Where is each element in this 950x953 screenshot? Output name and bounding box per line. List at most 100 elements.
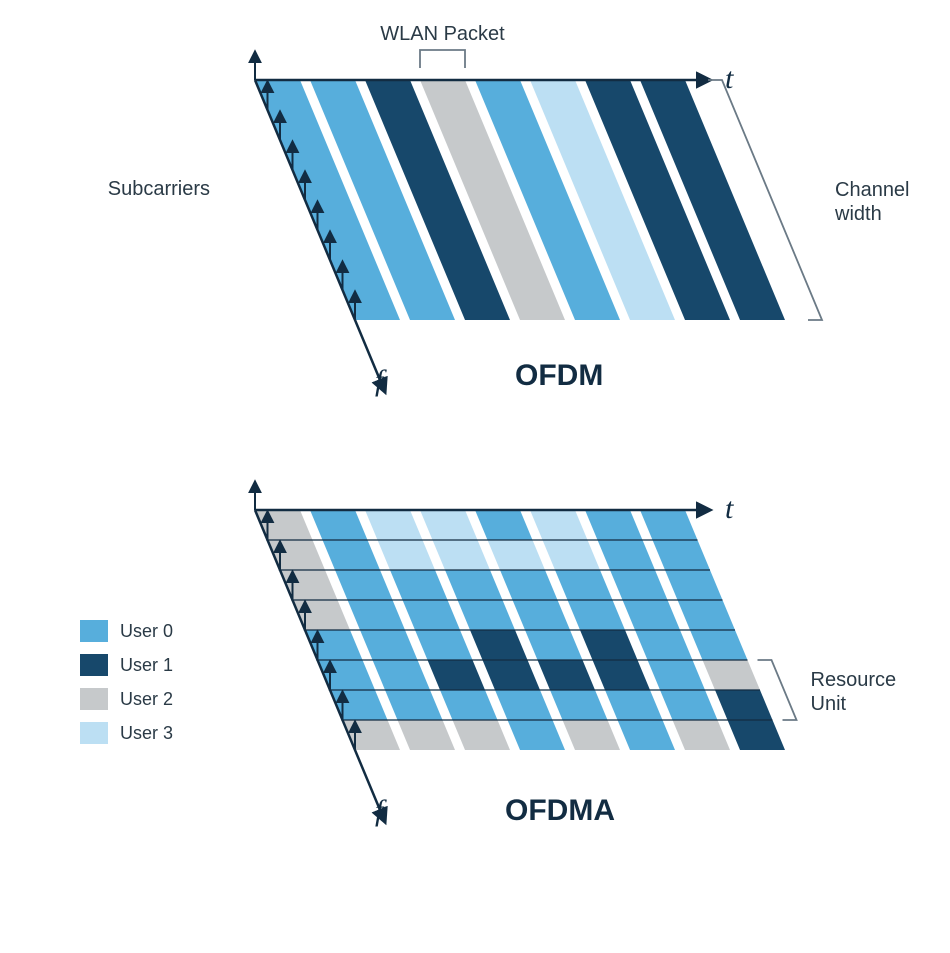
ofdma-cell bbox=[483, 660, 541, 690]
ofdma-cell bbox=[500, 570, 558, 600]
ofdma-cell bbox=[665, 570, 723, 600]
legend-label: User 2 bbox=[120, 689, 173, 709]
ofdm-cell bbox=[580, 200, 638, 230]
ofdm-cell bbox=[530, 80, 588, 110]
ofdm-cell bbox=[470, 200, 528, 230]
ofdma-cell bbox=[403, 600, 461, 630]
legend-swatch bbox=[80, 620, 108, 642]
ofdma-cell bbox=[433, 540, 491, 570]
resource-unit-label-2: Unit bbox=[811, 693, 847, 715]
ofdm-cell bbox=[255, 80, 313, 110]
ofdm-cell bbox=[483, 230, 541, 260]
ofdma-cell bbox=[580, 630, 638, 660]
ofdm-cell bbox=[538, 230, 596, 260]
ofdm-cell bbox=[543, 110, 601, 140]
ofdm-cell bbox=[665, 140, 723, 170]
ofdm-cell bbox=[318, 230, 376, 260]
ofdm-cell bbox=[433, 110, 491, 140]
ofdm-cell bbox=[390, 140, 448, 170]
ofdm-cell bbox=[555, 140, 613, 170]
ofdm-cell bbox=[445, 140, 503, 170]
ofdm-cell bbox=[618, 290, 676, 320]
ofdma-cell bbox=[690, 630, 748, 660]
ofdma-cell bbox=[525, 630, 583, 660]
ofdma-cell bbox=[415, 630, 473, 660]
ofdm-cell bbox=[598, 110, 656, 140]
ofdm-cell bbox=[458, 170, 516, 200]
ofdma-cell bbox=[488, 540, 546, 570]
ofdm-cell bbox=[508, 290, 566, 320]
ofdm-cell bbox=[403, 170, 461, 200]
ofdm-cell bbox=[323, 110, 381, 140]
ofdm-cell bbox=[495, 260, 553, 290]
ofdma-cell bbox=[293, 600, 351, 630]
ofdma-cell bbox=[428, 660, 486, 690]
ofdma-cell bbox=[593, 660, 651, 690]
ofdm-cell bbox=[428, 230, 486, 260]
ofdma-cell bbox=[598, 540, 656, 570]
ofdma-cell bbox=[550, 690, 608, 720]
ofdma-cell bbox=[398, 720, 456, 750]
ofdma-cell bbox=[618, 720, 676, 750]
ofdma-cell bbox=[673, 720, 731, 750]
ofdma-cell bbox=[513, 600, 571, 630]
ofdma-cell bbox=[543, 540, 601, 570]
ofdma-cell bbox=[305, 630, 363, 660]
ofdm-title: OFDM bbox=[515, 359, 603, 392]
ofdm-cell bbox=[623, 170, 681, 200]
ofdma-cell bbox=[623, 600, 681, 630]
ofdm-cell bbox=[343, 290, 401, 320]
ofdma-cell bbox=[555, 570, 613, 600]
ofdma-cell bbox=[378, 540, 436, 570]
ofdma-cell bbox=[660, 690, 718, 720]
resource-unit-label-1: Resource bbox=[811, 669, 897, 691]
ofdm-cell bbox=[310, 80, 368, 110]
ofdm-cell bbox=[635, 200, 693, 230]
ofdma-cell bbox=[268, 540, 326, 570]
ofdm-cell bbox=[360, 200, 418, 230]
legend-swatch bbox=[80, 722, 108, 744]
ofdm-cell bbox=[378, 110, 436, 140]
ofdm-cell bbox=[440, 260, 498, 290]
ofdm-cell bbox=[728, 290, 786, 320]
ofdm-cell bbox=[640, 80, 698, 110]
ofdm-cell bbox=[475, 80, 533, 110]
ofdm-cell bbox=[593, 230, 651, 260]
f-axis-label: f bbox=[375, 794, 387, 827]
ofdm-cell bbox=[335, 140, 393, 170]
ofdma-cell bbox=[255, 510, 313, 540]
ofdm-cell bbox=[525, 200, 583, 230]
ofdma-cell bbox=[343, 720, 401, 750]
f-axis-label: f bbox=[375, 364, 387, 397]
ofdm-cell bbox=[585, 80, 643, 110]
legend-label: User 0 bbox=[120, 621, 173, 641]
ofdma-cell bbox=[475, 510, 533, 540]
ofdm-cell bbox=[293, 170, 351, 200]
ofdm-cell bbox=[385, 260, 443, 290]
ofdm-cell bbox=[715, 260, 773, 290]
ofdm-cell bbox=[500, 140, 558, 170]
ofdma-cell bbox=[563, 720, 621, 750]
ofdma-cell bbox=[610, 570, 668, 600]
ofdma-cell bbox=[585, 510, 643, 540]
ofdm-cell bbox=[365, 80, 423, 110]
subcarriers-label: Subcarriers bbox=[108, 178, 210, 200]
channel-width-label-2: width bbox=[834, 203, 882, 225]
legend-swatch bbox=[80, 688, 108, 710]
ofdm-cell bbox=[648, 230, 706, 260]
ofdm-cell bbox=[398, 290, 456, 320]
ofdm-cell bbox=[610, 140, 668, 170]
ofdma-cell bbox=[648, 660, 706, 690]
ofdma-cell bbox=[440, 690, 498, 720]
ofdma-cell bbox=[715, 690, 773, 720]
ofdm-cell bbox=[653, 110, 711, 140]
ofdma-cell bbox=[458, 600, 516, 630]
ofdm-cell bbox=[563, 290, 621, 320]
ofdma-cell bbox=[310, 510, 368, 540]
ofdma-cell bbox=[640, 510, 698, 540]
ofdma-cell bbox=[453, 720, 511, 750]
ofdm-cell bbox=[703, 230, 761, 260]
ofdma-cell bbox=[280, 570, 338, 600]
ofdma-cell bbox=[373, 660, 431, 690]
diagram-svg: tfWLAN PacketSubcarriersChannelwidthOFDM… bbox=[0, 0, 950, 953]
